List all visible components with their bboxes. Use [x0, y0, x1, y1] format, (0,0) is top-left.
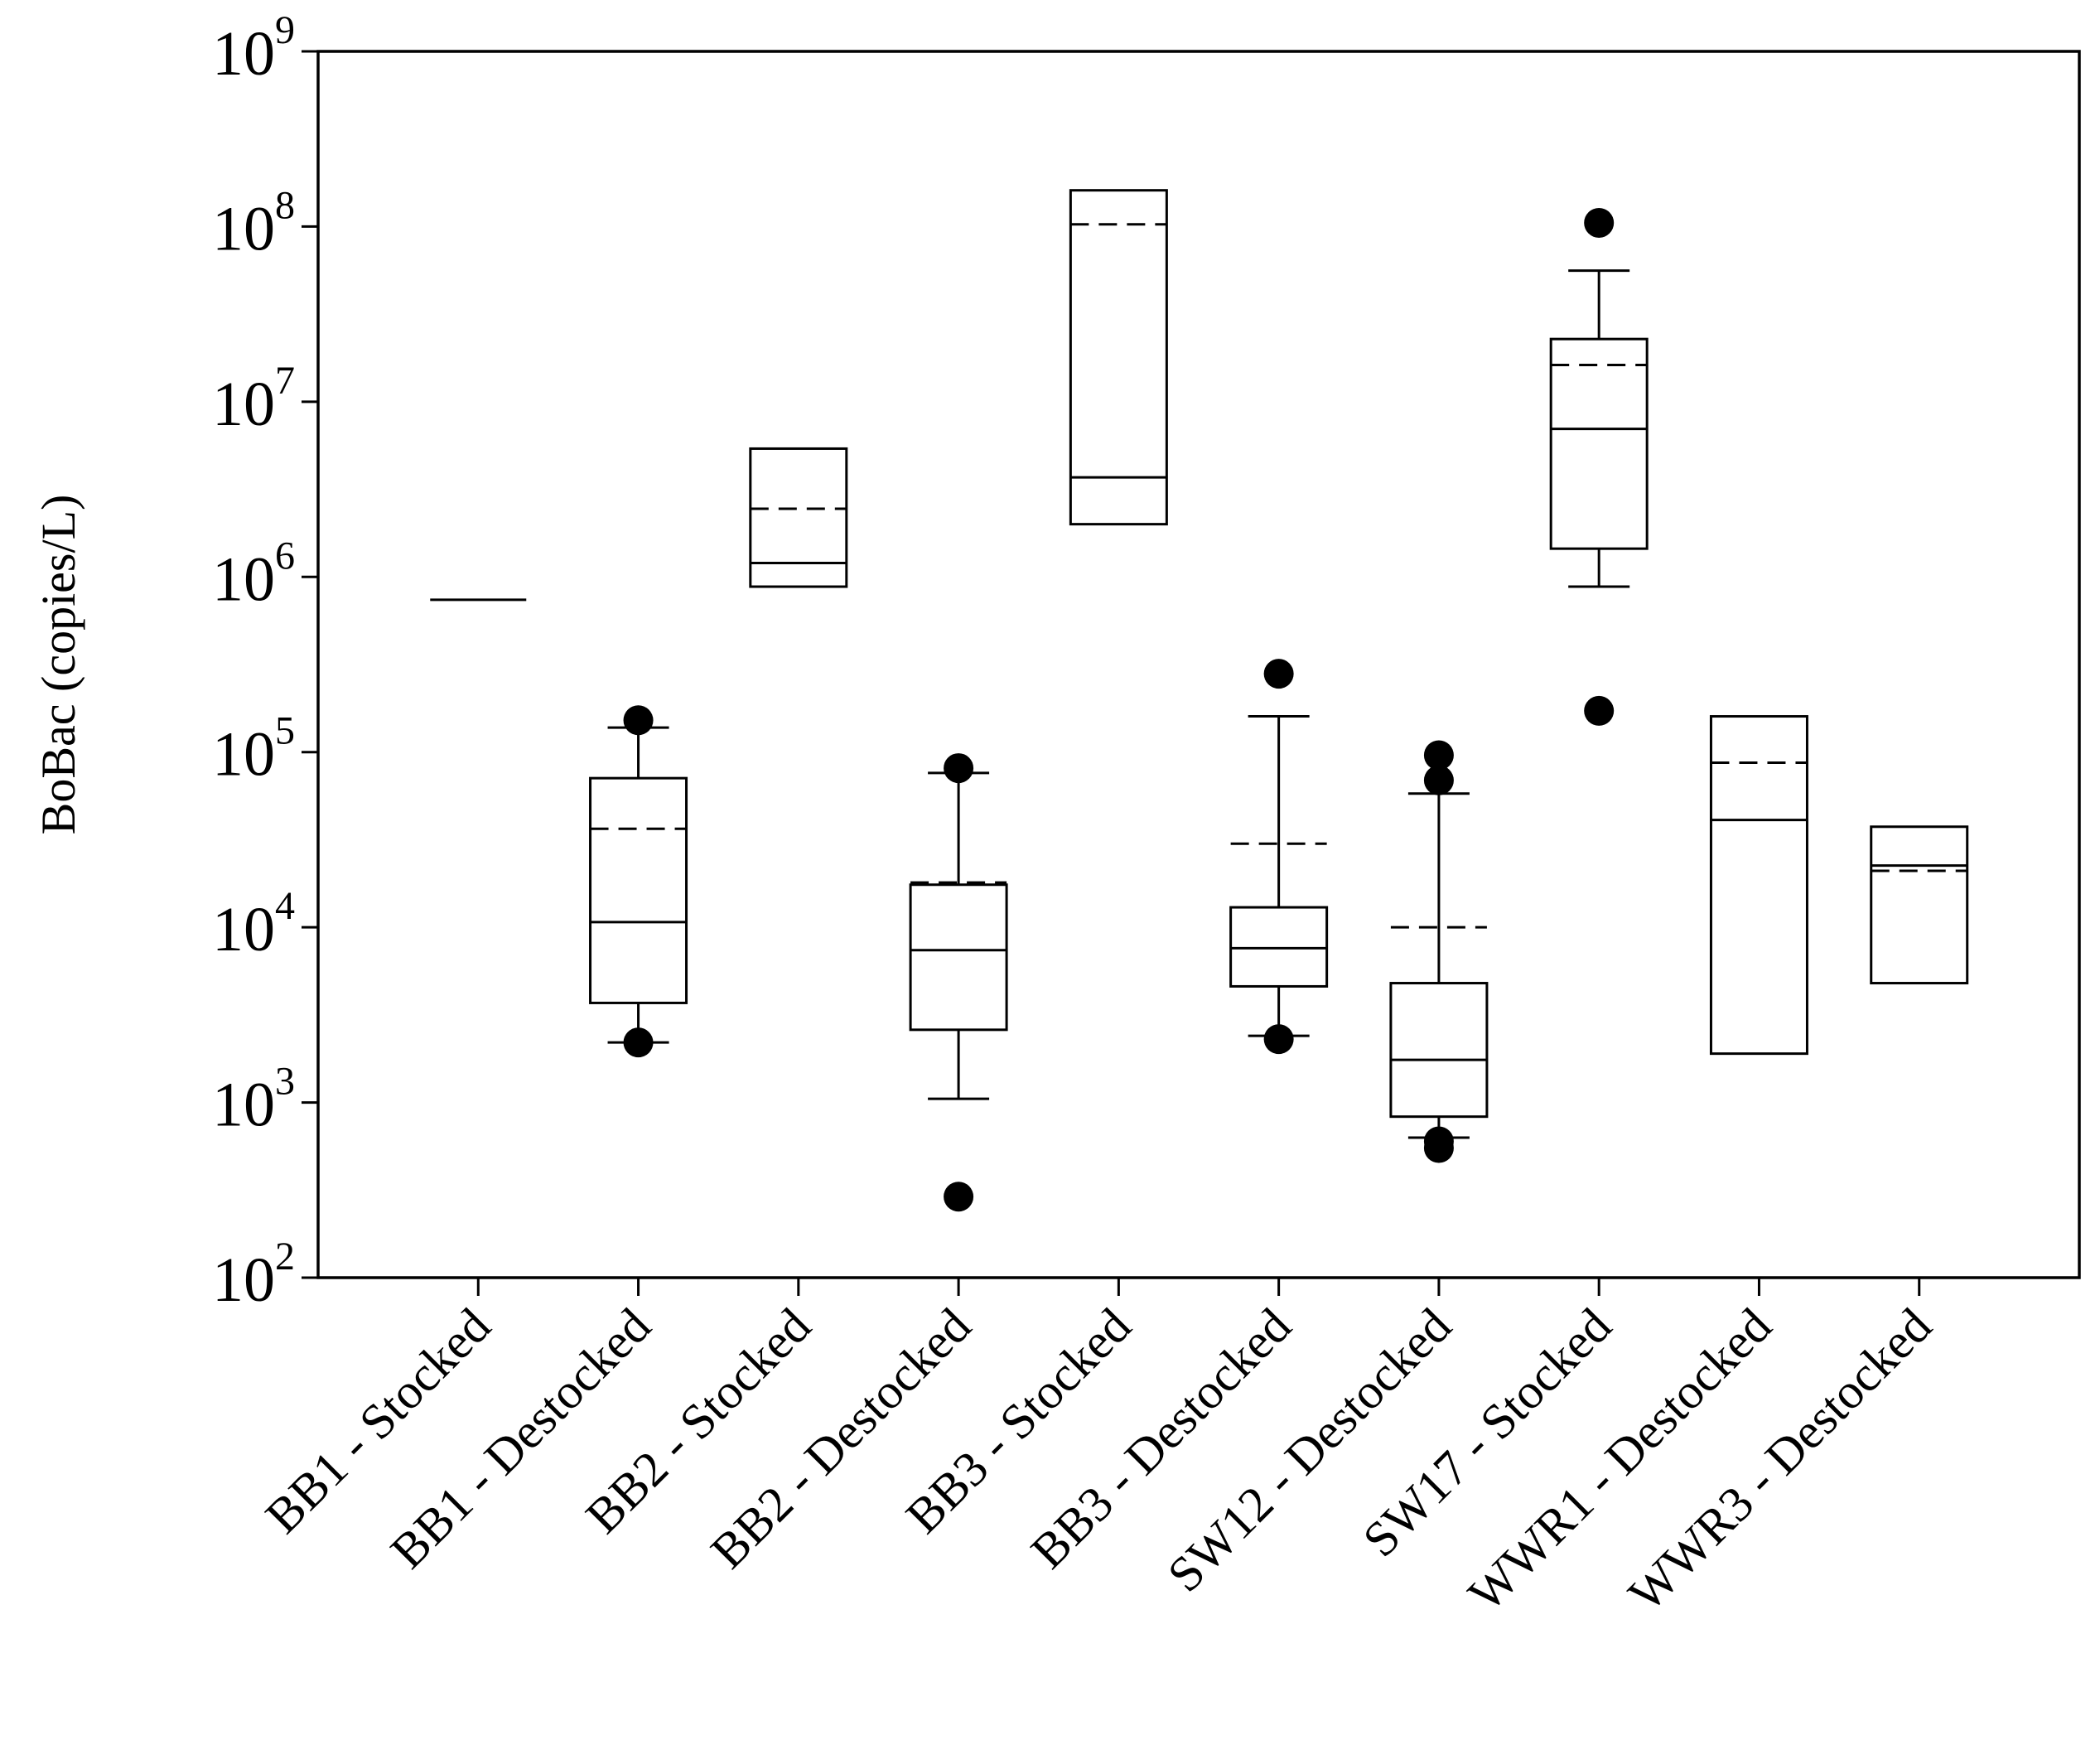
y-tick-label: 105 — [212, 709, 295, 790]
outlier-point — [1423, 1126, 1454, 1157]
y-tick-label: 107 — [212, 359, 295, 439]
outlier-point — [944, 1182, 974, 1212]
box — [1229, 906, 1329, 988]
box — [909, 883, 1008, 1032]
box-series — [430, 189, 1969, 1212]
outlier-point — [623, 1027, 654, 1058]
x-tick-label: SW12 - Destocked — [1157, 1298, 1461, 1602]
y-tick-label: 109 — [212, 8, 295, 89]
y-tick-label: 106 — [212, 534, 295, 614]
outlier-point — [944, 753, 974, 784]
outlier-point — [1423, 740, 1454, 771]
box — [589, 776, 688, 1004]
box-group — [1709, 715, 1808, 1056]
box — [749, 447, 848, 588]
outlier-point — [1263, 1024, 1294, 1055]
box — [1709, 715, 1808, 1056]
box-group — [1389, 740, 1489, 1163]
outlier-point — [623, 705, 654, 736]
box — [1069, 189, 1168, 526]
outlier-point — [1584, 695, 1615, 726]
box-group — [1069, 189, 1168, 526]
box — [1870, 825, 1969, 985]
plot-frame — [316, 50, 2081, 1279]
box-group — [1549, 207, 1649, 726]
outlier-point — [1584, 207, 1615, 238]
box-group — [909, 753, 1008, 1212]
x-tick-label: WWR3 - Destocked — [1618, 1298, 1942, 1622]
box-group — [1229, 659, 1329, 1055]
y-tick-label: 104 — [212, 884, 295, 964]
box-group — [589, 705, 688, 1058]
outlier-point — [1263, 659, 1294, 689]
x-tick-label: WWR1 - Destocked — [1458, 1298, 1782, 1622]
box — [1549, 337, 1649, 550]
y-tick-label: 103 — [212, 1060, 295, 1140]
y-tick-label: 108 — [212, 183, 295, 263]
box-group — [749, 447, 848, 588]
box-group — [1870, 825, 1969, 985]
y-axis-label: BoBac (copies/L) — [31, 495, 85, 835]
y-axis: 102 103 104 105 106 107 108 109 — [212, 8, 318, 1315]
y-tick-label: 102 — [212, 1235, 295, 1315]
outlier-point — [1423, 765, 1454, 795]
box — [1389, 982, 1489, 1119]
